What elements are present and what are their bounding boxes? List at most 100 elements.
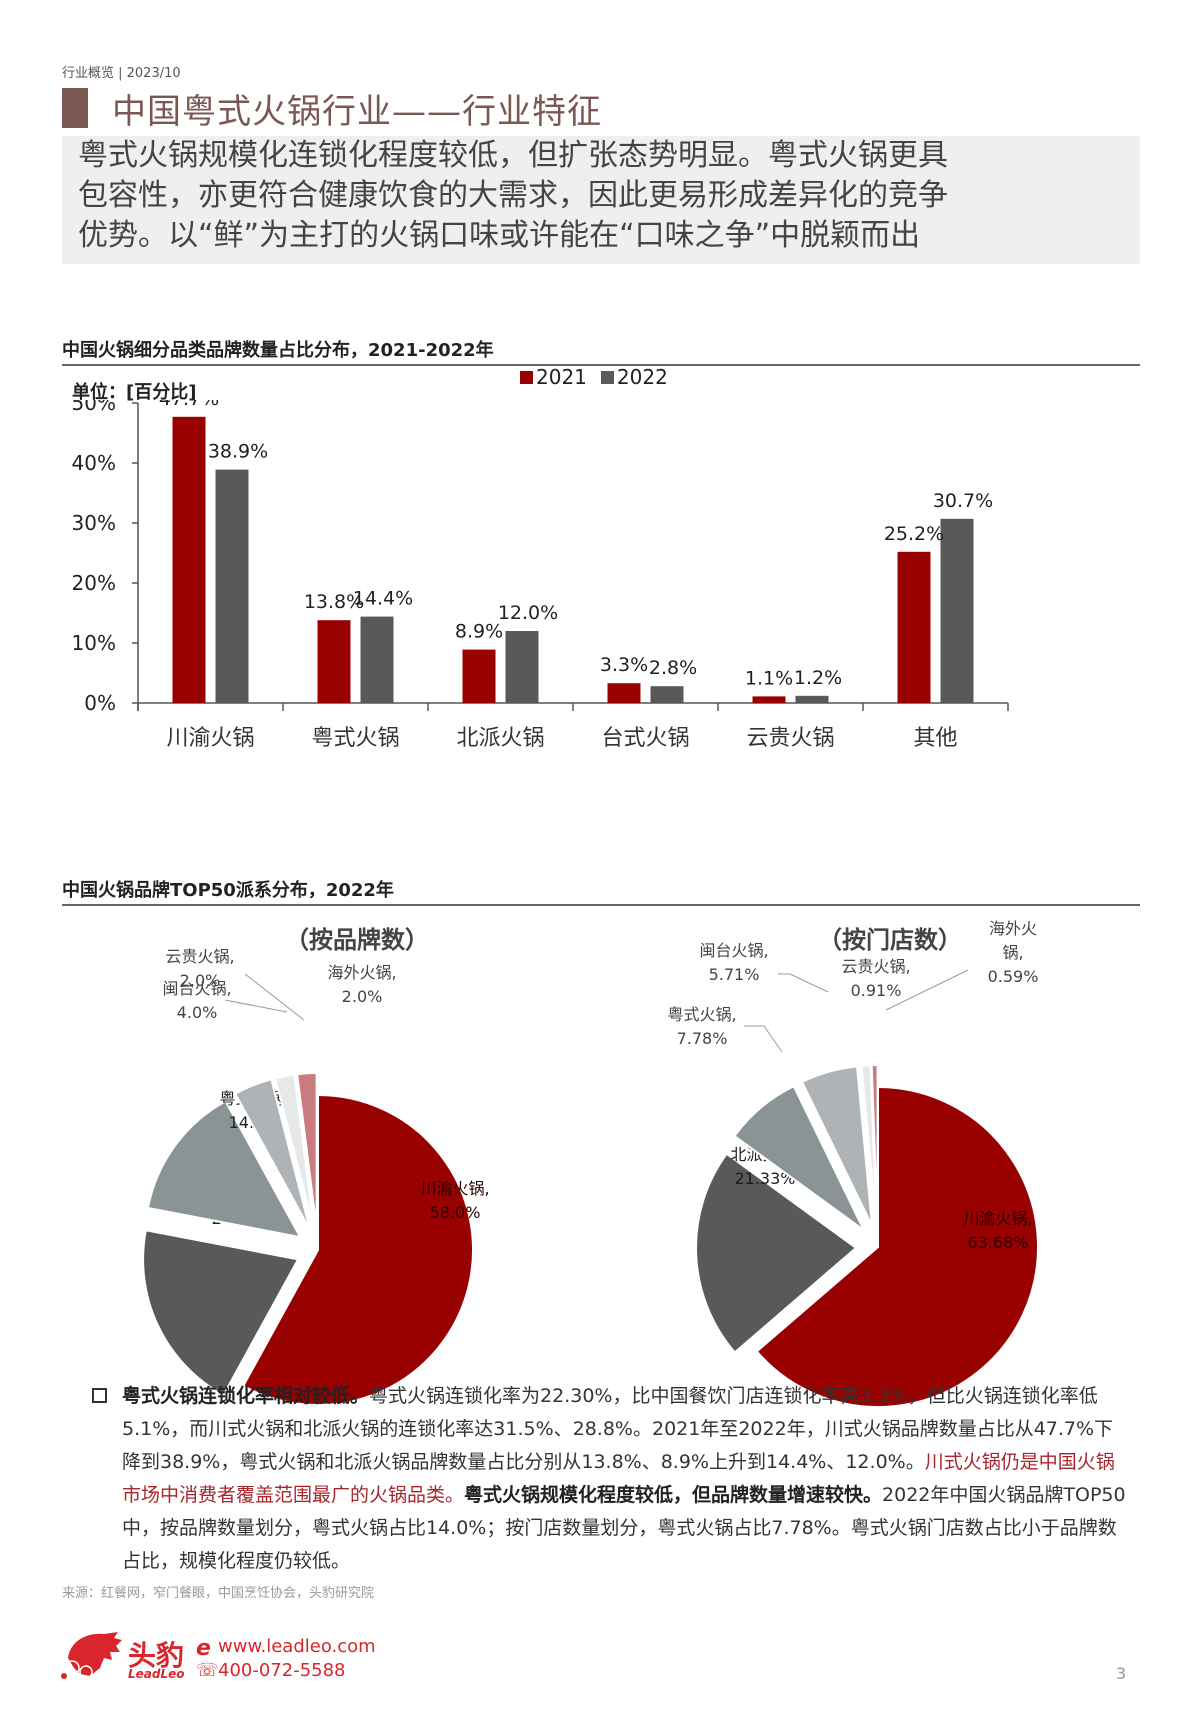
body-text-2: 2022年中国火锅品牌TOP50中，按品牌数量划分，粤式火锅占比14.0%；按门… bbox=[122, 1484, 1126, 1572]
website-link[interactable]: www.leadleo.com bbox=[218, 1636, 376, 1657]
bar-2022 bbox=[505, 631, 539, 703]
source-note: 来源：红餐网，窄门餐眼，中国烹饪协会，头豹研究院 bbox=[62, 1586, 375, 1601]
summary-box: 粤式火锅规模化连锁化程度较低，但扩张态势明显。粤式火锅更具 包容性，亦更符合健康… bbox=[62, 136, 1140, 264]
web-e-icon: e bbox=[196, 1636, 211, 1661]
bar-legend: 2021 2022 bbox=[520, 365, 668, 389]
bar-value-label: 2.8% bbox=[649, 657, 697, 679]
body-text-1: 粤式火锅连锁化率为22.30%，比中国餐饮门店连锁化率高3.3%，但比火锅连锁化… bbox=[122, 1385, 1114, 1473]
page-number: 3 bbox=[1116, 1664, 1127, 1683]
logo-text-cn: 头豹 bbox=[128, 1639, 185, 1672]
key-point-2: 粤式火锅规模化程度较低，但品牌数量增速较快。 bbox=[464, 1484, 883, 1506]
summary-line: 优势。以“鲜”为主打的火锅口味或许能在“口味之争”中脱颖而出 bbox=[78, 218, 921, 253]
logo-text-en: LeadLeo bbox=[128, 1667, 185, 1681]
pie-slice bbox=[274, 1073, 315, 1229]
pie-slice bbox=[146, 1099, 303, 1239]
leader-line bbox=[885, 969, 969, 1011]
chart1-unit: 单位：[百分比] bbox=[72, 382, 197, 403]
chart2-section-title: 中国火锅品牌TOP50派系分布，2022年 bbox=[62, 880, 394, 901]
phone-number: 400-072-5588 bbox=[218, 1660, 346, 1681]
bar-value-label: 38.9% bbox=[208, 441, 268, 463]
section-divider bbox=[62, 364, 1140, 366]
section-divider bbox=[62, 904, 1140, 906]
chart1-section-title: 中国火锅细分品类品牌数量占比分布，2021-2022年 bbox=[62, 340, 494, 361]
bar-value-label: 30.7% bbox=[933, 490, 993, 512]
pie-slice-label: 闽台火锅, bbox=[699, 941, 768, 960]
bar-value-label: 13.8% bbox=[304, 591, 364, 613]
leader-line bbox=[224, 999, 288, 1013]
pie-slice-label: 锅, bbox=[1002, 943, 1023, 962]
pie-slice-label: 5.71% bbox=[709, 965, 760, 984]
pie-slice-label: 4.0% bbox=[177, 1003, 218, 1022]
pie-slice-label: 川渝火锅, bbox=[963, 1209, 1032, 1228]
y-tick-label: 10% bbox=[72, 631, 116, 655]
title-accent-bar bbox=[62, 88, 88, 128]
y-tick-label: 30% bbox=[72, 511, 116, 535]
pie-slice-label: 云贵火锅, bbox=[841, 957, 910, 976]
y-tick-label: 20% bbox=[72, 571, 116, 595]
x-category-label: 川渝火锅 bbox=[166, 726, 254, 751]
pie-chart: （按品牌数）川渝火锅,58.0%北派火锅,20.0%粤式火锅,14.0%闽台火锅… bbox=[142, 926, 490, 1406]
pie-title: （按品牌数） bbox=[285, 926, 429, 954]
bar-value-label: 8.9% bbox=[455, 621, 503, 643]
highlight-text: 川式火锅仍是中国火锅市场中消费者覆盖范围最广的火锅品类。 bbox=[122, 1451, 1115, 1506]
x-category-label: 云贵火锅 bbox=[746, 726, 834, 751]
phone-icon: ☏ bbox=[196, 1660, 219, 1681]
pie-slice-label: 63.68% bbox=[967, 1233, 1028, 1252]
y-tick-label: 40% bbox=[72, 451, 116, 475]
bar-value-label: 12.0% bbox=[498, 602, 558, 624]
pie-slice bbox=[142, 1229, 300, 1397]
legend-swatch bbox=[520, 370, 533, 384]
checkbox-bullet-icon bbox=[92, 1388, 107, 1403]
pie-slice bbox=[241, 1093, 474, 1406]
pie-slice bbox=[755, 1085, 1039, 1408]
bar-chart: 0% 10% 20% 30% 40% 50% 47.7% 38.9% 川渝火锅 13.8%14.4… bbox=[72, 400, 1009, 751]
pie-slice-label: 0.91% bbox=[851, 981, 902, 1000]
bar-2022 bbox=[650, 686, 684, 703]
summary-line: 包容性，亦更符合健康饮食的大需求，因此更易形成差异化的竞争 bbox=[78, 178, 948, 213]
bar-value-label: 47.7% bbox=[159, 400, 219, 410]
pie-slice-label: 闽台火锅, bbox=[162, 979, 231, 998]
bar-2022 bbox=[360, 616, 394, 703]
leader-line bbox=[778, 973, 829, 993]
bar-value-label: 25.2% bbox=[884, 523, 944, 545]
legend-label: 2021 bbox=[536, 365, 587, 389]
legend-item: 2022 bbox=[600, 365, 668, 389]
pie-slice-label: 海外火锅, bbox=[327, 963, 396, 982]
bar-value-label: 3.3% bbox=[600, 654, 648, 676]
legend-swatch bbox=[600, 370, 614, 384]
pie-slice-label: 58.0% bbox=[430, 1203, 481, 1222]
pie-slice-label: 21.33% bbox=[734, 1169, 795, 1188]
x-category-label: 北派火锅 bbox=[456, 726, 544, 751]
leopard-logo-icon bbox=[61, 1632, 122, 1679]
breadcrumb: 行业概览 | 2023/10 bbox=[62, 66, 181, 81]
pie-slice-label: 云贵火锅, bbox=[165, 947, 234, 966]
pie-slice bbox=[296, 1072, 318, 1229]
pie-slice-label: 0.59% bbox=[988, 967, 1039, 986]
pie-slice-label: 2.0% bbox=[342, 987, 383, 1006]
x-category-label: 台式火锅 bbox=[601, 726, 689, 751]
page-title: 中国粤式火锅行业——行业特征 bbox=[112, 92, 602, 132]
legend-label: 2022 bbox=[616, 365, 668, 389]
pie-slice-label: 川渝火锅, bbox=[420, 1179, 489, 1198]
x-category-label: 粤式火锅 bbox=[311, 726, 399, 751]
bar-2022 bbox=[795, 695, 829, 703]
bar-2021 bbox=[317, 620, 351, 703]
pie-slice bbox=[860, 1064, 878, 1226]
pie-chart: （按门店数）川渝火锅,63.68%北派火锅,21.33%粤式火锅,7.78%闽台… bbox=[667, 919, 1039, 1408]
key-point-1: 粤式火锅连锁化率相对较低。 bbox=[122, 1385, 370, 1407]
pie-slice-label: 2.0% bbox=[180, 971, 221, 990]
pie-slice bbox=[233, 1078, 311, 1231]
bar-2021 bbox=[462, 649, 496, 703]
bar-2021 bbox=[897, 551, 931, 703]
bar-2022 bbox=[215, 469, 249, 703]
pie-slice bbox=[733, 1084, 865, 1231]
bar-chart-plot: 0% 10% 20% 30% 40% 50% 47.7% 38.9% 川渝火锅 13.8%14.4… bbox=[72, 400, 1009, 751]
bar-value-label: 1.1% bbox=[745, 667, 793, 689]
bar-2021 bbox=[752, 696, 786, 703]
bar-2021 bbox=[172, 416, 206, 703]
analysis-paragraph: 粤式火锅连锁化率相对较低。粤式火锅连锁化率为22.30%，比中国餐饮门店连锁化率… bbox=[92, 1380, 1132, 1578]
leader-line bbox=[244, 973, 305, 1021]
pie-slice bbox=[695, 1152, 858, 1354]
x-category-label: 其他 bbox=[913, 726, 957, 751]
y-tick-label: 0% bbox=[84, 691, 116, 715]
